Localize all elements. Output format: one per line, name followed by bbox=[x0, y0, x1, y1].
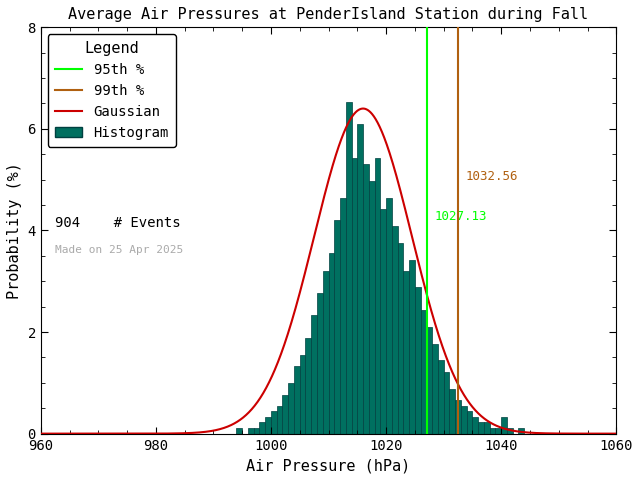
Bar bbox=[340, 198, 346, 433]
Bar bbox=[328, 253, 334, 433]
Bar bbox=[334, 220, 340, 433]
Bar bbox=[467, 411, 472, 433]
Bar bbox=[472, 417, 478, 433]
Bar bbox=[259, 422, 265, 433]
Bar bbox=[363, 164, 369, 433]
Bar bbox=[495, 428, 501, 433]
Bar bbox=[397, 243, 403, 433]
Bar bbox=[432, 344, 438, 433]
Bar bbox=[346, 102, 351, 433]
Bar bbox=[484, 422, 490, 433]
Bar bbox=[461, 406, 467, 433]
Bar bbox=[294, 366, 300, 433]
Bar bbox=[518, 428, 524, 433]
Bar bbox=[478, 422, 484, 433]
Text: Made on 25 Apr 2025: Made on 25 Apr 2025 bbox=[55, 245, 184, 255]
Title: Average Air Pressures at PenderIsland Station during Fall: Average Air Pressures at PenderIsland St… bbox=[68, 7, 589, 22]
Bar bbox=[311, 315, 317, 433]
Bar bbox=[323, 271, 328, 433]
Bar bbox=[415, 288, 420, 433]
Bar bbox=[305, 338, 311, 433]
Bar bbox=[288, 383, 294, 433]
Bar bbox=[455, 400, 461, 433]
Text: 1027.13: 1027.13 bbox=[435, 210, 488, 223]
Bar bbox=[248, 428, 253, 433]
Bar bbox=[438, 360, 444, 433]
Legend: 95th %, 99th %, Gaussian, Histogram: 95th %, 99th %, Gaussian, Histogram bbox=[48, 34, 176, 147]
Bar bbox=[449, 389, 455, 433]
X-axis label: Air Pressure (hPa): Air Pressure (hPa) bbox=[246, 458, 411, 473]
Bar bbox=[276, 406, 282, 433]
Bar bbox=[403, 271, 409, 433]
Bar bbox=[253, 428, 259, 433]
Bar bbox=[300, 355, 305, 433]
Bar bbox=[386, 198, 392, 433]
Bar bbox=[444, 372, 449, 433]
Bar bbox=[369, 180, 374, 433]
Bar bbox=[271, 411, 276, 433]
Bar bbox=[351, 158, 357, 433]
Bar bbox=[409, 260, 415, 433]
Bar bbox=[507, 428, 513, 433]
Text: 1032.56: 1032.56 bbox=[465, 169, 518, 183]
Bar bbox=[420, 310, 426, 433]
Bar bbox=[490, 428, 495, 433]
Bar bbox=[380, 209, 386, 433]
Bar bbox=[374, 158, 380, 433]
Text: 904    # Events: 904 # Events bbox=[55, 216, 180, 230]
Bar bbox=[357, 124, 363, 433]
Bar bbox=[236, 428, 242, 433]
Bar bbox=[282, 395, 288, 433]
Bar bbox=[317, 293, 323, 433]
Bar bbox=[426, 327, 432, 433]
Bar bbox=[392, 226, 397, 433]
Bar bbox=[265, 417, 271, 433]
Bar bbox=[501, 417, 507, 433]
Y-axis label: Probability (%): Probability (%) bbox=[7, 162, 22, 299]
